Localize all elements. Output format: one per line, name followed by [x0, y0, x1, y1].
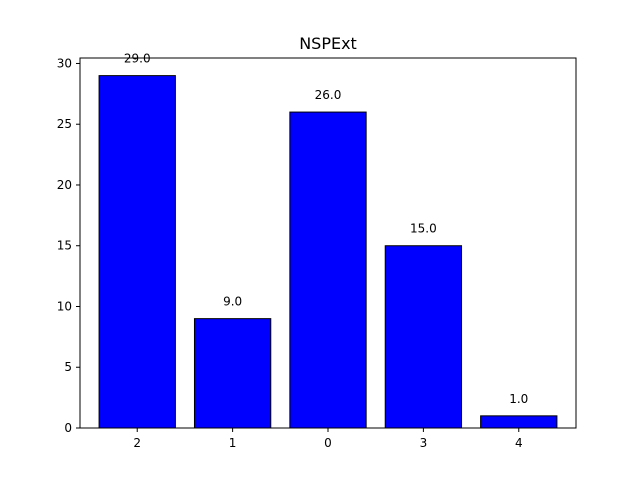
bar: [480, 415, 558, 429]
data-label: 26.0: [315, 88, 342, 102]
bar: [193, 318, 272, 429]
x-tick-label: 0: [324, 436, 332, 450]
y-tick-label: 15: [57, 239, 72, 253]
x-tick-label: 2: [133, 436, 141, 450]
y-axis: 0 5 10 15 20 25 30: [57, 56, 80, 435]
data-label: 1.0: [509, 392, 528, 406]
data-label: 9.0: [223, 295, 242, 309]
y-tick-label: 0: [64, 421, 72, 435]
x-tick-label: 1: [229, 436, 237, 450]
data-label: 15.0: [410, 222, 437, 236]
plot-frame: [79, 57, 577, 429]
bars-group: [98, 75, 558, 429]
y-tick-label: 10: [57, 299, 72, 313]
data-labels-group: 29.0 9.0 26.0 15.0 1.0: [124, 52, 528, 406]
bar: [98, 75, 176, 429]
y-tick-label: 5: [64, 360, 72, 374]
bar: [384, 245, 463, 429]
chart-title: NSPExt: [299, 34, 357, 53]
data-label: 29.0: [124, 52, 151, 66]
x-axis: 2 1 0 3 4: [133, 428, 523, 450]
x-tick-label: 4: [515, 436, 523, 450]
y-tick-label: 30: [57, 56, 72, 70]
y-tick-label: 25: [57, 117, 72, 131]
y-tick-label: 20: [57, 178, 72, 192]
bar: [289, 111, 367, 429]
x-tick-label: 3: [420, 436, 428, 450]
